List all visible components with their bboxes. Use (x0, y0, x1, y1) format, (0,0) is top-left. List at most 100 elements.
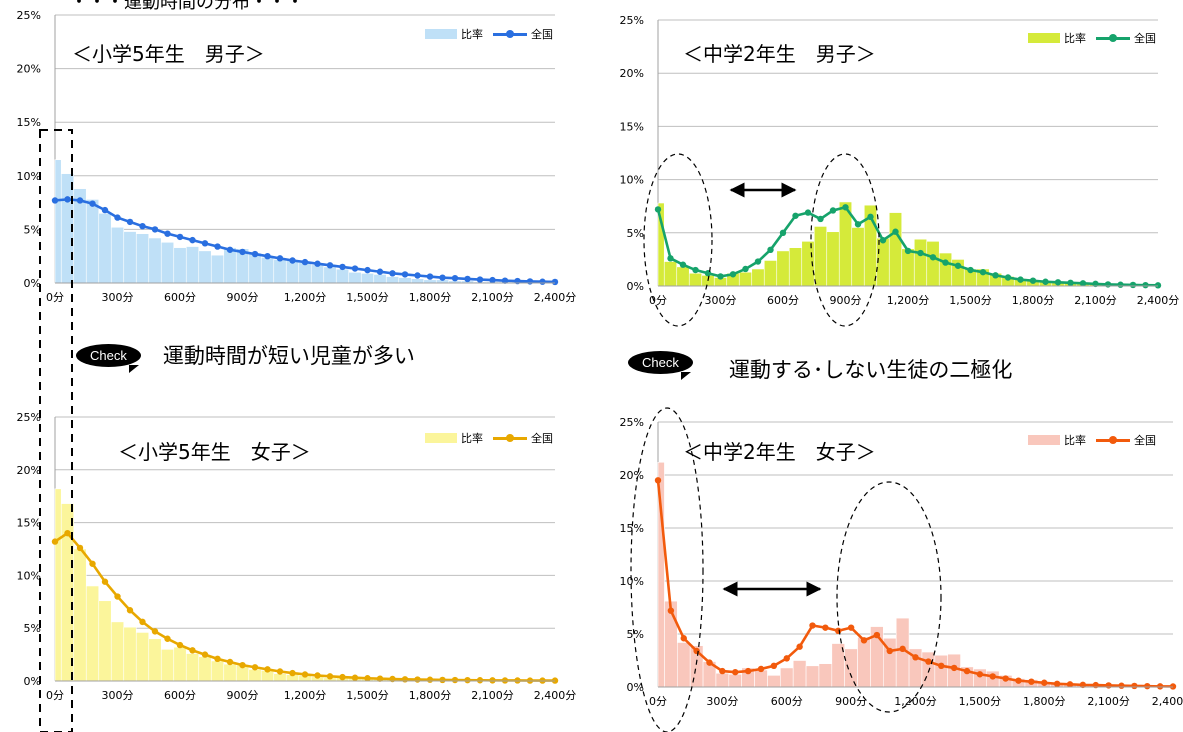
bar (728, 673, 742, 688)
data-point (1154, 282, 1162, 289)
bar (148, 638, 162, 682)
bar (688, 272, 703, 287)
bar (888, 212, 903, 287)
data-point (51, 197, 59, 204)
data-point (950, 664, 958, 672)
data-point (892, 228, 899, 235)
data-point (314, 260, 321, 267)
bar (198, 656, 212, 682)
bar (160, 241, 175, 284)
data-point (1117, 281, 1124, 288)
data-point (1053, 680, 1061, 688)
check-text: 運動する･しない生徒の二極化 (728, 358, 1013, 382)
x-tick-label: 300分 (705, 294, 737, 307)
data-point (1042, 278, 1049, 285)
bar (776, 250, 790, 287)
y-tick-label: 15% (620, 522, 644, 535)
chart-svg-junior-high-boys: 0% 5% 10% 15% 20% 25% 0分 300分 600分 900分 1,200分 1,50… (620, 14, 1180, 307)
bar (767, 675, 781, 688)
bar (260, 256, 275, 284)
data-point (783, 655, 790, 662)
data-point (692, 266, 699, 274)
data-point (899, 645, 906, 653)
data-point (89, 560, 96, 567)
x-tick-label: 1,800分 (409, 689, 452, 702)
legend-swatch-line (1096, 435, 1130, 445)
x-tick-label: 1,200分 (284, 689, 327, 702)
data-point (680, 635, 687, 642)
bar (926, 241, 940, 287)
check-badge: Check (628, 350, 693, 380)
data-point (754, 258, 762, 265)
check-badge: Check (76, 343, 141, 373)
data-point (76, 197, 84, 204)
bar (85, 585, 100, 682)
data-point (251, 664, 259, 671)
y-tick-label: 20% (17, 63, 41, 76)
bar (701, 275, 715, 287)
data-point (1105, 682, 1112, 689)
legend-swatch-line (493, 29, 527, 39)
data-point (501, 677, 509, 684)
data-point (770, 662, 778, 669)
data-point (989, 673, 996, 680)
data-point (151, 226, 159, 233)
x-tick-label: 1,200分 (894, 695, 937, 708)
data-point (822, 624, 829, 631)
data-point (126, 607, 134, 614)
data-point (101, 578, 109, 585)
bar (54, 488, 62, 682)
data-point (364, 675, 371, 682)
data-point (938, 662, 945, 669)
chart-title: ＜中学2年生 女子＞ (683, 440, 876, 464)
data-point (426, 676, 434, 683)
chart-panel-elementary-girls: 0% 5% 10% 15% 20% 25% 0分 300分 600分 900分 1,200分 1,50… (0, 411, 577, 712)
x-tick-label: 2,400分 (1152, 695, 1183, 708)
data-point (364, 266, 371, 274)
data-point (693, 647, 700, 655)
data-point (414, 272, 421, 279)
data-point (164, 230, 171, 237)
data-point (239, 661, 246, 669)
bar (373, 274, 387, 284)
data-point (835, 627, 842, 635)
bar (210, 254, 225, 284)
data-point (439, 274, 446, 281)
data-point (942, 259, 949, 266)
chart-panel-junior-high-boys: 0% 5% 10% 15% 20% 25% 0分 300分 600分 900分 1,200分 1,50… (603, 10, 1183, 320)
data-point (189, 647, 196, 654)
bar (185, 653, 200, 682)
data-point (339, 263, 346, 271)
bar (85, 199, 100, 284)
bar (677, 642, 691, 688)
data-point (1079, 681, 1087, 689)
bar (857, 636, 871, 688)
data-point (551, 278, 559, 286)
x-tick-label: 600分 (771, 695, 803, 708)
y-tick-label: 25% (620, 14, 644, 27)
bar (938, 252, 953, 287)
data-point (654, 206, 662, 213)
bar (323, 266, 337, 284)
bar (876, 237, 890, 287)
data-point (917, 249, 924, 257)
data-point (189, 236, 196, 244)
x-tick-label: 600分 (164, 291, 196, 304)
bar (818, 663, 833, 688)
x-tick-label: 300分 (706, 695, 738, 708)
data-point (226, 658, 234, 666)
data-point (301, 258, 309, 266)
data-point (501, 277, 509, 284)
bar (844, 648, 858, 688)
bar (173, 247, 187, 284)
chart-legend: 比率 全国 (1028, 432, 1156, 448)
bar (123, 626, 137, 682)
data-point (351, 265, 359, 272)
x-tick-label: 900分 (227, 689, 259, 702)
legend-swatch-bar (1028, 33, 1060, 43)
data-point (289, 669, 296, 677)
data-point (439, 676, 446, 684)
bar (60, 173, 75, 284)
bar (751, 268, 765, 287)
x-tick-label: 1,200分 (284, 291, 327, 304)
